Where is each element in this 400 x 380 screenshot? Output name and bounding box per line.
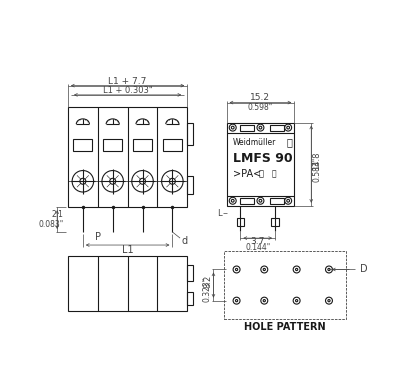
Text: L1: L1 [122,245,134,255]
Text: L1 + 0.303": L1 + 0.303" [103,86,152,95]
Circle shape [259,200,262,202]
Circle shape [287,200,290,202]
Circle shape [72,171,94,192]
Circle shape [102,171,124,192]
Text: LMFS 90: LMFS 90 [233,152,292,165]
Circle shape [326,297,332,304]
Circle shape [169,178,175,184]
Text: 2.1
0.083": 2.1 0.083" [38,210,63,229]
Circle shape [296,268,298,271]
Circle shape [257,124,264,131]
Text: Weidmüller: Weidmüller [233,138,276,147]
Text: 0.144": 0.144" [245,243,270,252]
Circle shape [328,299,330,302]
Circle shape [236,299,238,302]
Bar [240,125,254,131]
Circle shape [233,266,240,273]
Circle shape [233,297,240,304]
Circle shape [293,297,300,304]
Bar [68,107,187,207]
Bar [270,125,284,131]
Circle shape [132,171,153,192]
Text: 3.7: 3.7 [250,238,265,247]
Text: ⓒ: ⓒ [259,169,264,179]
Text: d: d [182,236,188,246]
Text: 8.2: 8.2 [203,275,212,288]
Circle shape [326,266,332,273]
Circle shape [140,178,146,184]
Circle shape [296,299,298,302]
Circle shape [263,268,265,271]
Text: >PA<: >PA< [233,169,261,179]
Circle shape [263,299,265,302]
Bar [73,139,92,151]
Bar [224,251,346,319]
Text: D: D [360,264,367,274]
Circle shape [257,197,264,204]
Circle shape [285,124,292,131]
Bar [187,123,193,145]
Circle shape [236,268,238,271]
Bar [103,139,122,151]
Bar [163,139,182,151]
Bar [68,256,187,311]
Circle shape [293,266,300,273]
Circle shape [80,178,86,184]
Circle shape [259,126,262,129]
Text: 彐: 彐 [287,138,293,147]
Circle shape [261,266,268,273]
Text: ⓡ: ⓡ [271,169,276,179]
Circle shape [229,124,236,131]
Bar [187,292,194,305]
Circle shape [229,197,236,204]
Text: 0.583": 0.583" [312,157,321,182]
Bar [236,218,244,226]
Text: HOLE PATTERN: HOLE PATTERN [244,321,326,332]
Bar [240,198,254,204]
Bar [271,218,279,226]
Circle shape [231,126,234,129]
Text: 15.2: 15.2 [250,93,270,103]
Circle shape [162,171,183,192]
Bar [226,123,294,206]
Text: 0.323": 0.323" [203,277,212,302]
Bar [187,265,194,281]
Text: P: P [95,232,101,242]
Circle shape [285,197,292,204]
Circle shape [287,126,290,129]
Text: L1 + 7.7: L1 + 7.7 [108,76,147,86]
Circle shape [231,200,234,202]
Circle shape [328,268,330,271]
Text: 14.8: 14.8 [312,151,321,169]
Bar [133,139,152,151]
Text: 0.598": 0.598" [248,103,273,112]
Circle shape [110,178,116,184]
Text: L: L [217,209,222,218]
Bar [187,176,193,194]
Bar [270,198,284,204]
Circle shape [261,297,268,304]
